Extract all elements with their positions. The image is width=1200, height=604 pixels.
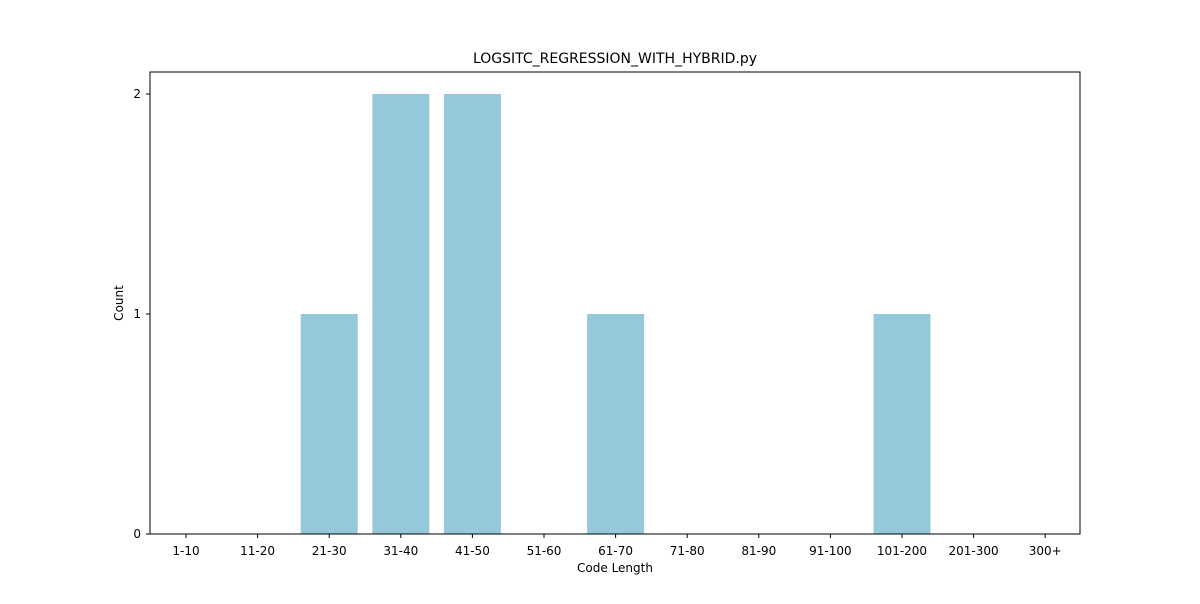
bar-61-70 (587, 314, 645, 534)
y-tick-label: 1 (133, 307, 141, 321)
x-tick-label: 201-300 (949, 544, 999, 558)
y-axis-ticks: 0 1 2 (133, 87, 150, 541)
y-tick-label: 0 (133, 527, 141, 541)
x-axis-label: Code Length (577, 561, 653, 575)
x-tick-label: 1-10 (172, 544, 199, 558)
x-tick-label: 41-50 (455, 544, 490, 558)
x-tick-label: 11-20 (240, 544, 275, 558)
x-tick-label: 71-80 (670, 544, 705, 558)
x-tick-label: 61-70 (598, 544, 633, 558)
x-tick-label: 101-200 (877, 544, 927, 558)
bars-group (300, 94, 931, 534)
x-tick-label: 91-100 (809, 544, 852, 558)
x-tick-label: 300+ (1029, 544, 1062, 558)
bar-41-50 (443, 94, 501, 534)
x-tick-label: 21-30 (312, 544, 347, 558)
y-axis-label: Count (112, 285, 126, 321)
bar-31-40 (372, 94, 430, 534)
x-tick-label: 81-90 (741, 544, 776, 558)
plot-frame (149, 71, 1081, 535)
x-tick-label: 31-40 (383, 544, 418, 558)
x-axis-ticks: 1-10 11-20 21-30 31-40 41-50 51-60 61-70 71-80 8… (172, 534, 1062, 558)
chart-title: LOGSITC_REGRESSION_WITH_HYBRID.py (473, 51, 757, 67)
x-tick-label: 51-60 (527, 544, 562, 558)
y-tick-label: 2 (133, 87, 141, 101)
bar-21-30 (300, 314, 358, 534)
bar-101-200 (873, 314, 931, 534)
